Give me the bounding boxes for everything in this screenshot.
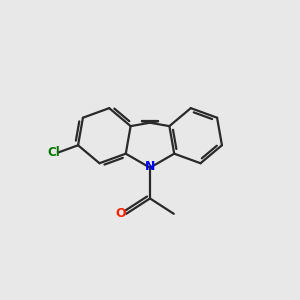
Text: N: N [145,160,155,173]
Text: O: O [115,207,126,220]
Text: Cl: Cl [48,146,60,159]
